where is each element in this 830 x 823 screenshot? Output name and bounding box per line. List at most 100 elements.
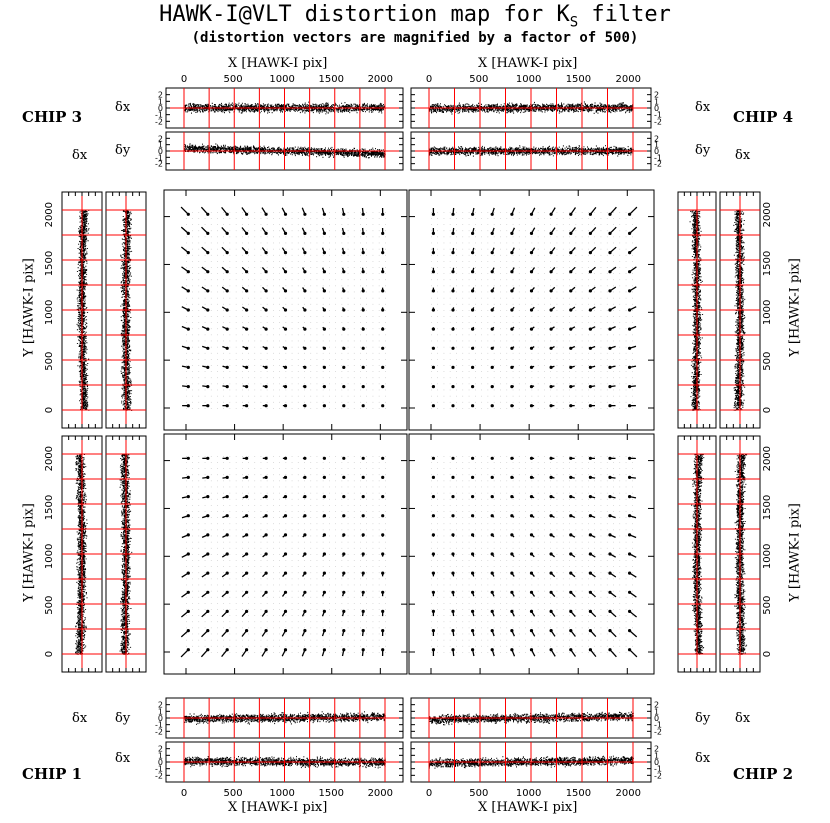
grid-dot: [378, 377, 380, 379]
grid-dot: [329, 621, 330, 623]
grid-dot: [204, 639, 206, 641]
grid-dot: [600, 652, 602, 653]
grid-dot: [248, 377, 249, 379]
grid-dot: [335, 218, 336, 219]
grid-dot: [537, 560, 539, 561]
chip2-label: CHIP 2: [733, 765, 794, 783]
grid-dot: [279, 352, 280, 354]
grid-dot: [613, 218, 614, 219]
grid-dot: [594, 566, 595, 567]
grid-dot: [625, 395, 627, 397]
grid-dot: [378, 639, 380, 641]
grid-dot: [279, 365, 280, 366]
grid-dot: [186, 285, 187, 287]
grid-dot: [525, 267, 526, 268]
grid-dot: [581, 273, 583, 274]
vector-origin: [361, 308, 365, 312]
grid-dot: [254, 547, 256, 549]
grid-dot: [537, 609, 539, 610]
grid-dot: [223, 492, 224, 494]
grid-dot: [329, 584, 330, 586]
grid-dot: [613, 340, 614, 342]
grid-dot: [273, 408, 274, 409]
grid-dot: [556, 517, 558, 518]
grid-dot: [512, 352, 514, 354]
grid-dot: [360, 383, 361, 385]
grid-dot: [431, 596, 432, 598]
grid-dot: [347, 645, 349, 647]
grid-dot: [456, 401, 457, 403]
grid-dot: [475, 572, 476, 574]
grid-dot: [456, 609, 457, 610]
grid-dot: [366, 621, 367, 623]
grid-dot: [462, 474, 464, 476]
grid-dot: [266, 456, 268, 457]
grid-dot: [500, 652, 501, 653]
grid-dot: [279, 523, 280, 525]
grid-dot: [581, 633, 583, 635]
grid-dot: [329, 316, 330, 317]
grid-dot: [322, 603, 324, 604]
grid-dot: [279, 627, 280, 629]
grid-dot: [531, 492, 533, 494]
grid-dot: [588, 401, 589, 403]
grid-dot: [378, 224, 380, 225]
grid-dot: [431, 346, 432, 348]
grid-dot: [223, 566, 224, 567]
grid-dot: [353, 578, 355, 580]
grid-dot: [297, 383, 299, 385]
grid-dot: [235, 359, 237, 360]
grid-dot: [449, 584, 451, 586]
grid-dot: [192, 492, 193, 494]
grid-dot: [625, 273, 627, 274]
grid-dot: [353, 285, 355, 287]
grid-dot: [594, 480, 595, 482]
grid-dot: [266, 316, 268, 317]
vector-origin: [490, 212, 494, 216]
grid-dot: [366, 408, 367, 409]
grid-dot: [366, 285, 367, 287]
grid-dot: [385, 212, 386, 213]
grid-dot: [431, 578, 432, 580]
grid-dot: [347, 468, 349, 469]
grid-dot: [475, 328, 476, 330]
vector-origin: [283, 514, 288, 518]
grid-dot: [556, 224, 558, 225]
grid-dot: [310, 285, 312, 287]
grid-dot: [260, 352, 262, 354]
grid-dot: [235, 517, 237, 518]
grid-dot: [192, 334, 193, 336]
grid-dot: [285, 261, 287, 262]
grid-dot: [316, 328, 318, 330]
grid-dot: [329, 486, 330, 488]
grid-dot: [512, 627, 514, 629]
grid-dot: [297, 389, 299, 391]
grid-dot: [449, 310, 451, 311]
grid-dot: [481, 322, 482, 323]
grid-dot: [531, 254, 533, 256]
grid-dot: [223, 297, 224, 299]
grid-dot: [475, 383, 476, 385]
grid-dot: [279, 261, 280, 262]
grid-dot: [316, 523, 318, 525]
grid-dot: [217, 242, 218, 244]
grid-dot: [562, 523, 564, 525]
grid-dot: [588, 279, 589, 281]
grid-dot: [506, 596, 508, 598]
grid-dot: [310, 395, 312, 397]
grid-dot: [254, 535, 256, 537]
grid-dot: [462, 511, 464, 512]
grid-dot: [581, 236, 583, 238]
grid-dot: [260, 328, 262, 330]
grid-dot: [588, 603, 589, 604]
vector-origin: [322, 404, 326, 408]
grid-dot: [443, 468, 445, 469]
grid-dot: [588, 474, 589, 476]
grid-dot: [600, 371, 602, 372]
grid-dot: [619, 230, 621, 232]
grid-dot: [518, 389, 520, 391]
grid-dot: [229, 517, 231, 518]
grid-dot: [556, 389, 558, 391]
grid-dot: [198, 254, 200, 256]
grid-dot: [525, 408, 526, 409]
